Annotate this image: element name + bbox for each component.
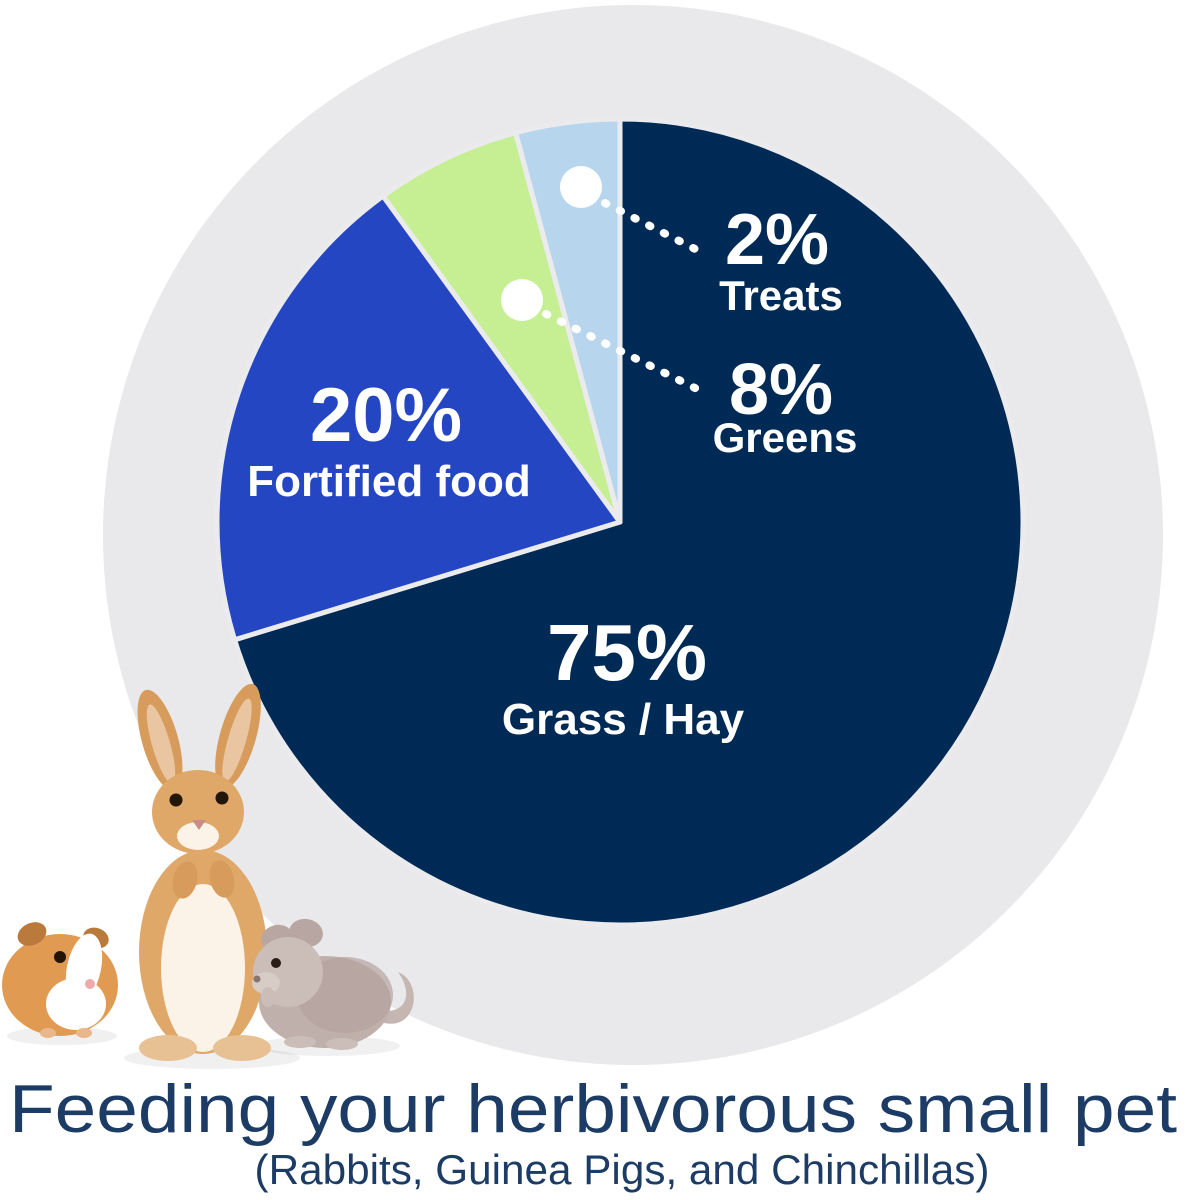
pie-slice-fortified-food xyxy=(214,193,623,643)
pie-slice-grass-hay xyxy=(232,116,1026,928)
grass-hay-name-label: Grass / Hay xyxy=(502,695,745,744)
callouts xyxy=(501,166,701,393)
pie-slice-treats xyxy=(513,116,623,525)
greens-callout-dot xyxy=(501,279,543,321)
chinchilla-image xyxy=(252,918,414,1050)
fortified-pct-label: 20% xyxy=(310,373,462,458)
footer: Feeding your herbivorous small pet (Rabb… xyxy=(9,1071,1177,1193)
treats-callout-line xyxy=(601,199,701,254)
animal-photos xyxy=(2,683,414,1069)
slice-labels: 2% Treats 8% Greens 20% Fortified food 7… xyxy=(247,200,857,744)
greens-pct-label: 8% xyxy=(729,350,833,430)
pie-slice-greens xyxy=(380,130,623,525)
treats-pct-label: 2% xyxy=(725,200,829,280)
greens-callout-line xyxy=(542,310,701,393)
guinea-pig-image xyxy=(2,922,118,1038)
treats-name-label: Treats xyxy=(719,272,843,319)
footer-title: Feeding your herbivorous small pet xyxy=(9,1071,1177,1147)
treats-callout-dot xyxy=(560,166,602,208)
pie-chart xyxy=(214,116,1026,928)
greens-name-label: Greens xyxy=(713,414,858,461)
footer-subtitle: (Rabbits, Guinea Pigs, and Chinchillas) xyxy=(255,1146,990,1193)
fortified-name-label: Fortified food xyxy=(247,457,531,506)
grass-hay-pct-label: 75% xyxy=(547,608,707,697)
rabbit-image xyxy=(137,683,271,1061)
